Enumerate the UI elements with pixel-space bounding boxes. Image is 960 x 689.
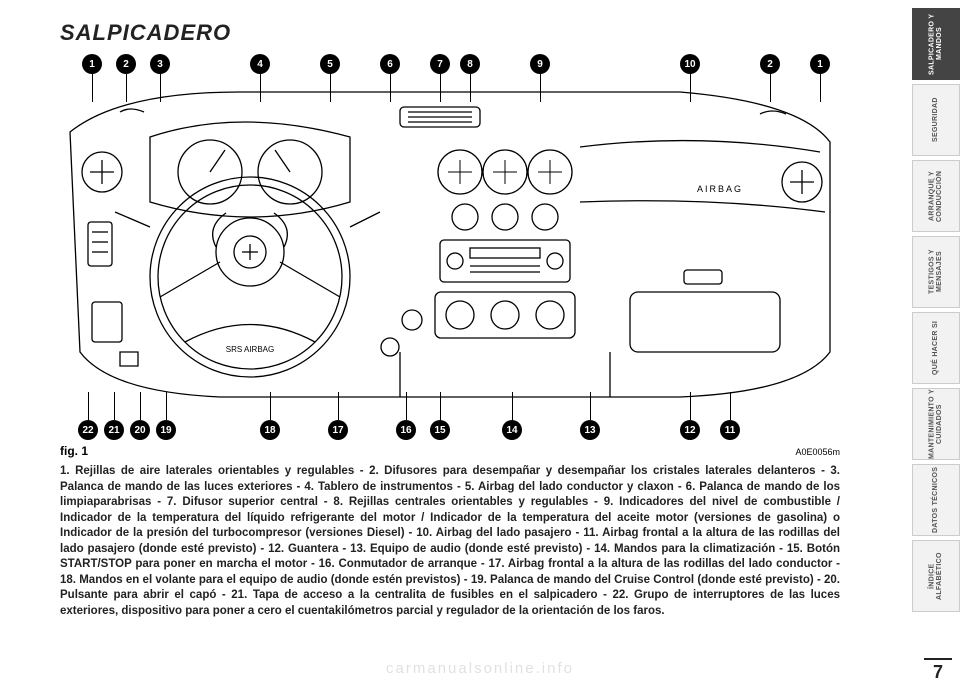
page-title: SALPICADERO <box>60 20 860 46</box>
callout-bottom: 21 <box>104 420 124 440</box>
callout-leader <box>590 392 591 420</box>
figure-code: A0E0056m <box>795 447 840 457</box>
callout-leader <box>440 392 441 420</box>
callout-leader <box>440 74 441 102</box>
callout-leader <box>88 392 89 420</box>
callout-bottom: 14 <box>502 420 522 440</box>
callout-leader <box>166 392 167 420</box>
side-tab[interactable]: SALPICADERO Y MANDOS <box>912 8 960 80</box>
callout-top: 1 <box>810 54 830 74</box>
callout-leader <box>270 392 271 420</box>
callout-top: 8 <box>460 54 480 74</box>
callout-leader <box>330 74 331 102</box>
callout-bottom: 20 <box>130 420 150 440</box>
callout-bottom: 22 <box>78 420 98 440</box>
dashboard-svg: SRS AIRBAG AIRBAG <box>60 52 840 442</box>
callout-bottom: 16 <box>396 420 416 440</box>
figure-caption: 1. Rejillas de aire laterales orientable… <box>60 464 840 619</box>
srs-airbag-label: SRS AIRBAG <box>226 345 274 354</box>
callout-leader <box>390 74 391 102</box>
side-tab[interactable]: QUÉ HACER SI <box>912 312 960 384</box>
callout-leader <box>690 392 691 420</box>
callout-top: 3 <box>150 54 170 74</box>
side-tab[interactable]: MANTENIMIENTO Y CUIDADOS <box>912 388 960 460</box>
dashboard-diagram: SRS AIRBAG AIRBAG 1234567891021 22212019… <box>60 52 840 442</box>
callout-bottom: 13 <box>580 420 600 440</box>
callout-bottom: 19 <box>156 420 176 440</box>
callout-leader <box>770 74 771 102</box>
side-tab[interactable]: TESTIGOS Y MENSAJES <box>912 236 960 308</box>
side-tab[interactable]: ARRANQUE Y CONDUCCIÓN <box>912 160 960 232</box>
callout-bottom: 12 <box>680 420 700 440</box>
callout-leader <box>406 392 407 420</box>
callout-leader <box>470 74 471 102</box>
callout-leader <box>338 392 339 420</box>
passenger-airbag-label: AIRBAG <box>697 184 743 194</box>
page-number: 7 <box>924 658 952 683</box>
callout-bottom: 15 <box>430 420 450 440</box>
callout-leader <box>126 74 127 102</box>
side-tab[interactable]: SEGURIDAD <box>912 84 960 156</box>
callout-top: 2 <box>760 54 780 74</box>
callout-top: 10 <box>680 54 700 74</box>
side-tabs: SALPICADERO Y MANDOSSEGURIDADARRANQUE Y … <box>912 8 960 612</box>
callout-leader <box>730 392 731 420</box>
callout-leader <box>92 74 93 102</box>
callout-bottom: 18 <box>260 420 280 440</box>
callout-leader <box>160 74 161 102</box>
callout-leader <box>140 392 141 420</box>
callout-top: 2 <box>116 54 136 74</box>
callout-leader <box>540 74 541 102</box>
callout-bottom: 17 <box>328 420 348 440</box>
side-tab[interactable]: DATOS TÉCNICOS <box>912 464 960 536</box>
callout-leader <box>820 74 821 102</box>
side-tab[interactable]: ÍNDICE ALFABÉTICO <box>912 540 960 612</box>
callout-leader <box>690 74 691 102</box>
callout-top: 4 <box>250 54 270 74</box>
watermark: carmanualsonline.info <box>386 660 574 677</box>
callout-top: 7 <box>430 54 450 74</box>
callout-leader <box>260 74 261 102</box>
callout-leader <box>114 392 115 420</box>
callout-top: 6 <box>380 54 400 74</box>
callout-top: 9 <box>530 54 550 74</box>
callout-bottom: 11 <box>720 420 740 440</box>
callout-top: 5 <box>320 54 340 74</box>
callout-leader <box>512 392 513 420</box>
callout-top: 1 <box>82 54 102 74</box>
